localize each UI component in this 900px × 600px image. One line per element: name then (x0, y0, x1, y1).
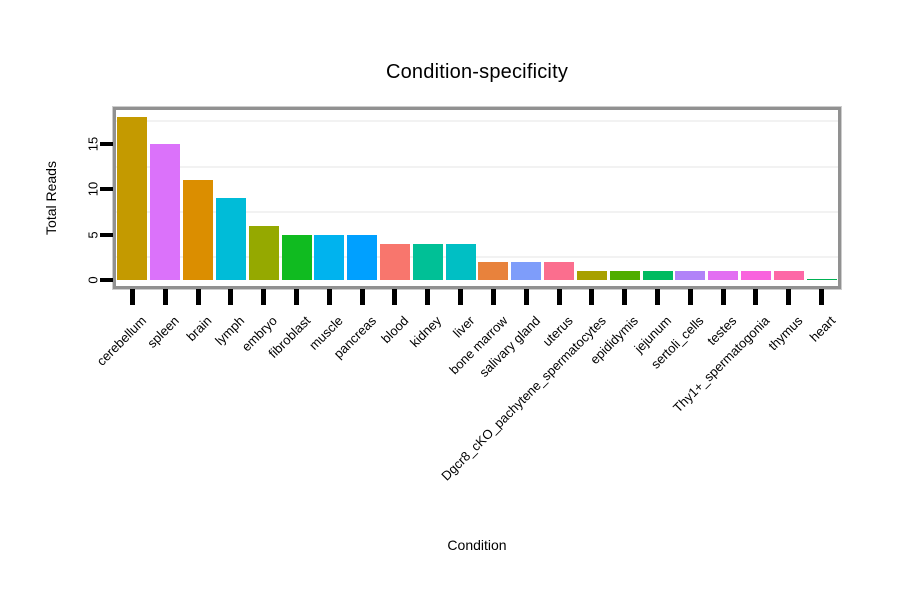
x-tick-mark (261, 289, 267, 305)
bar-embryo (248, 225, 279, 280)
y-tick-label: 10 (85, 181, 101, 197)
bar-lymph (215, 198, 246, 280)
y-tick-label: 15 (85, 136, 101, 152)
bar-pancreas (347, 234, 378, 280)
bar-jejunum (642, 270, 673, 280)
x-tick-label: spleen (144, 313, 182, 351)
bar-brain (183, 180, 214, 280)
x-tick-mark (129, 289, 135, 305)
y-tick-mark (100, 141, 113, 146)
bar-uterus (544, 261, 575, 280)
x-tick-mark (622, 289, 628, 305)
x-tick-mark (228, 289, 234, 305)
x-tick-mark (655, 289, 660, 305)
x-tick-label: heart (806, 313, 839, 345)
x-tick-mark (687, 289, 693, 305)
x-tick-mark (458, 289, 464, 305)
bar-testes (708, 270, 739, 280)
x-tick-mark (425, 289, 431, 305)
bar-sertoli-cells (675, 270, 706, 280)
y-tick-mark (100, 278, 113, 282)
x-tick-mark (392, 289, 398, 305)
y-axis-title: Total Reads (43, 161, 59, 235)
y-tick-mark (100, 232, 113, 237)
x-tick-mark (162, 289, 168, 305)
x-tick-mark (490, 289, 496, 305)
x-tick-mark (786, 289, 792, 305)
x-tick-label: kidney (407, 313, 445, 351)
x-tick-mark (556, 289, 562, 305)
bar-spleen (150, 143, 181, 280)
minor-gridline (116, 210, 838, 213)
chart-title: Condition-specificity (385, 61, 569, 83)
x-tick-mark (359, 289, 365, 305)
bar-cerebellum (117, 116, 148, 280)
x-tick-mark (819, 289, 825, 305)
minor-gridline (116, 256, 838, 259)
x-tick-mark (195, 289, 201, 305)
y-tick-label: 5 (85, 230, 101, 239)
x-tick-label: brain (183, 313, 215, 345)
bar-epididymis (609, 270, 640, 280)
x-axis-title: Condition (447, 537, 507, 553)
x-tick-mark (523, 289, 529, 305)
bar-kidney (412, 243, 443, 280)
x-tick-label: liver (449, 313, 478, 341)
x-tick-label: blood (378, 313, 412, 347)
x-tick-mark (753, 289, 759, 305)
bar-salivary-gland (511, 261, 542, 280)
bar-liver (445, 243, 476, 280)
x-tick-mark (326, 289, 332, 305)
plot-panel (112, 106, 842, 290)
x-tick-mark (294, 289, 299, 305)
minor-gridline (116, 165, 838, 168)
minor-gridline (116, 120, 838, 123)
bar-dgcr8-cko-pachytene-spermatocytes (576, 270, 607, 280)
y-tick-mark (100, 187, 113, 192)
bar-fibroblast (281, 234, 312, 280)
x-tick-label: cerebellum (93, 313, 150, 369)
x-tick-mark (589, 289, 595, 305)
bar-muscle (314, 234, 345, 280)
bar-bone-marrow (478, 261, 509, 280)
x-tick-mark (720, 289, 726, 305)
bar-blood (379, 243, 410, 280)
bar-thy1-spermatogonia (740, 270, 771, 280)
y-tick-label: 0 (85, 276, 101, 284)
x-tick-label: thymus (765, 313, 806, 354)
bar-thymus (773, 270, 804, 280)
bar-heart (806, 278, 837, 280)
